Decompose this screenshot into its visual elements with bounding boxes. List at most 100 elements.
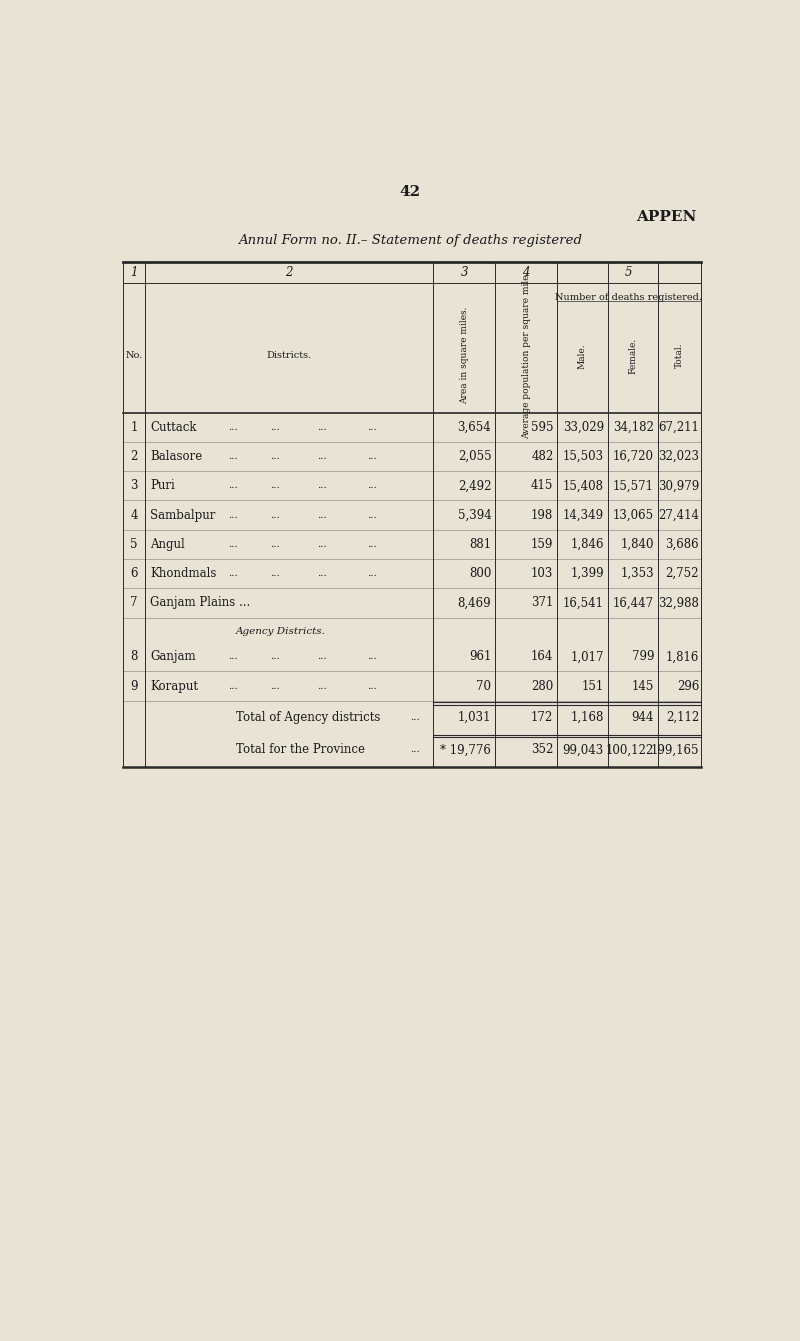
Text: ...: ... (228, 452, 238, 461)
Text: ...: ... (317, 540, 326, 548)
Text: 16,447: 16,447 (613, 597, 654, 609)
Text: ...: ... (270, 540, 280, 548)
Text: 944: 944 (632, 711, 654, 724)
Text: 100,122: 100,122 (606, 743, 654, 756)
Text: 1,399: 1,399 (570, 567, 604, 581)
Text: 198: 198 (531, 508, 554, 522)
Text: 352: 352 (531, 743, 554, 756)
Text: Area in square miles.: Area in square miles. (460, 307, 469, 405)
Text: 32,988: 32,988 (658, 597, 699, 609)
Text: Female.: Female. (628, 338, 638, 374)
Text: ...: ... (228, 422, 238, 432)
Text: Puri: Puri (150, 479, 175, 492)
Text: 1,846: 1,846 (570, 538, 604, 551)
Text: ...: ... (317, 452, 326, 461)
Text: 371: 371 (531, 597, 554, 609)
Text: 1,840: 1,840 (621, 538, 654, 551)
Text: ...: ... (317, 681, 326, 691)
Text: ...: ... (317, 569, 326, 578)
Text: ...: ... (367, 540, 377, 548)
Text: Average population per square mile.: Average population per square mile. (522, 272, 530, 440)
Text: 16,720: 16,720 (613, 451, 654, 463)
Text: 33,029: 33,029 (562, 421, 604, 434)
Text: * 19,776: * 19,776 (441, 743, 491, 756)
Text: 415: 415 (531, 479, 554, 492)
Text: 16,541: 16,541 (562, 597, 604, 609)
Text: 15,503: 15,503 (562, 451, 604, 463)
Text: 1: 1 (130, 266, 138, 279)
Text: Annul Form no. II.– Statement of deaths registered: Annul Form no. II.– Statement of deaths … (238, 233, 582, 247)
Text: ...: ... (228, 511, 238, 519)
Text: Districts.: Districts. (266, 351, 312, 361)
Text: 14,349: 14,349 (562, 508, 604, 522)
Text: ...: ... (367, 569, 377, 578)
Text: 3,686: 3,686 (666, 538, 699, 551)
Text: 595: 595 (531, 421, 554, 434)
Text: ...: ... (367, 452, 377, 461)
Text: ...: ... (317, 422, 326, 432)
Text: Angul: Angul (150, 538, 185, 551)
Text: 2: 2 (130, 451, 138, 463)
Text: 4: 4 (130, 508, 138, 522)
Text: 199,165: 199,165 (650, 743, 699, 756)
Text: ...: ... (367, 511, 377, 519)
Text: 164: 164 (531, 650, 554, 664)
Text: 27,414: 27,414 (658, 508, 699, 522)
Text: 8: 8 (130, 650, 138, 664)
Text: ...: ... (228, 481, 238, 491)
Text: 280: 280 (531, 680, 554, 692)
Text: Khondmals: Khondmals (150, 567, 217, 581)
Text: 4: 4 (522, 266, 530, 279)
Text: ...: ... (270, 681, 280, 691)
Text: 3,654: 3,654 (458, 421, 491, 434)
Text: 296: 296 (677, 680, 699, 692)
Text: 2: 2 (286, 266, 293, 279)
Text: 99,043: 99,043 (562, 743, 604, 756)
Text: ...: ... (410, 713, 420, 723)
Text: 145: 145 (632, 680, 654, 692)
Text: 159: 159 (531, 538, 554, 551)
Text: ...: ... (270, 452, 280, 461)
Text: 6: 6 (130, 567, 138, 581)
Text: ...: ... (270, 569, 280, 578)
Text: ...: ... (367, 422, 377, 432)
Text: 3: 3 (461, 266, 468, 279)
Text: Total for the Province: Total for the Province (236, 743, 365, 756)
Text: 15,571: 15,571 (613, 479, 654, 492)
Text: 13,065: 13,065 (613, 508, 654, 522)
Text: 1,017: 1,017 (570, 650, 604, 664)
Text: 2,492: 2,492 (458, 479, 491, 492)
Text: 2,112: 2,112 (666, 711, 699, 724)
Text: 7: 7 (130, 597, 138, 609)
Text: Ganjam Plains ...: Ganjam Plains ... (150, 597, 250, 609)
Text: Ganjam: Ganjam (150, 650, 196, 664)
Text: 5: 5 (130, 538, 138, 551)
Text: ...: ... (317, 511, 326, 519)
Text: 5,394: 5,394 (458, 508, 491, 522)
Text: 1,168: 1,168 (570, 711, 604, 724)
Text: 67,211: 67,211 (658, 421, 699, 434)
Text: ...: ... (228, 681, 238, 691)
Text: 172: 172 (531, 711, 554, 724)
Text: 799: 799 (632, 650, 654, 664)
Text: 8,469: 8,469 (458, 597, 491, 609)
Text: 1,816: 1,816 (666, 650, 699, 664)
Text: Balasore: Balasore (150, 451, 202, 463)
Text: ...: ... (270, 511, 280, 519)
Text: 5: 5 (625, 266, 633, 279)
Text: 2,752: 2,752 (666, 567, 699, 581)
Text: ...: ... (270, 652, 280, 661)
Text: 151: 151 (582, 680, 604, 692)
Text: ...: ... (270, 422, 280, 432)
Text: ...: ... (270, 481, 280, 491)
Text: 42: 42 (399, 185, 421, 200)
Text: Cuttack: Cuttack (150, 421, 197, 434)
Text: ...: ... (317, 652, 326, 661)
Text: Total of Agency districts: Total of Agency districts (236, 711, 380, 724)
Text: 2,055: 2,055 (458, 451, 491, 463)
Text: 881: 881 (470, 538, 491, 551)
Text: 30,979: 30,979 (658, 479, 699, 492)
Text: 9: 9 (130, 680, 138, 692)
Text: ...: ... (228, 569, 238, 578)
Text: ...: ... (367, 481, 377, 491)
